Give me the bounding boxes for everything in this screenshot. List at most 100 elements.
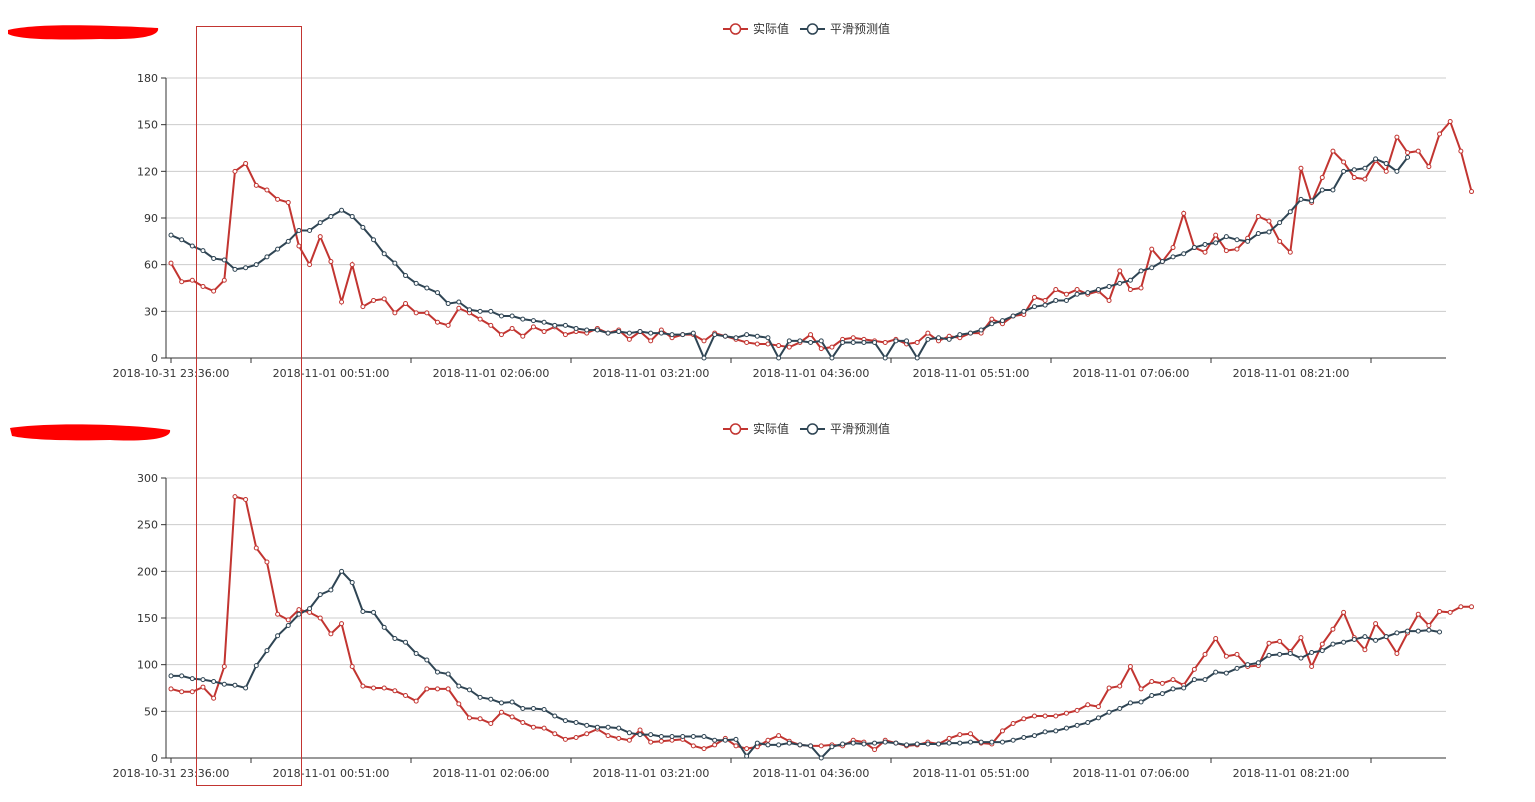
data-point — [509, 313, 515, 319]
data-point — [307, 606, 313, 612]
data-point — [1127, 277, 1133, 283]
data-point — [211, 678, 217, 684]
data-point — [1117, 683, 1123, 689]
data-point — [371, 609, 377, 615]
chart-top: 0 30 60 90 120 150 180 2018-10-31 23:36:00 2018-… — [113, 21, 1475, 380]
x-tick-label: 2018-11-01 03:21:00 — [593, 767, 710, 780]
data-point — [552, 322, 558, 328]
legend-label: 实际值 — [753, 21, 789, 36]
data-point — [349, 262, 355, 268]
data-point — [882, 739, 888, 745]
data-point — [317, 592, 323, 598]
data-point — [1287, 209, 1293, 215]
data-point — [562, 332, 568, 338]
data-point — [285, 238, 291, 244]
data-point — [1287, 650, 1293, 656]
data-point — [200, 248, 206, 254]
data-point — [509, 714, 515, 720]
data-point — [1415, 148, 1421, 154]
data-point — [435, 290, 440, 296]
data-point — [786, 338, 792, 344]
redaction-mark-top — [8, 25, 159, 40]
data-point — [872, 339, 878, 345]
data-point — [562, 718, 568, 724]
y-tick-label: 120 — [137, 165, 158, 178]
highlight-box — [196, 26, 302, 786]
data-point — [498, 332, 504, 338]
data-point — [1223, 248, 1229, 254]
data-point — [1351, 167, 1357, 173]
data-point — [232, 168, 238, 174]
data-point — [605, 724, 611, 730]
data-point — [1031, 713, 1037, 719]
data-point — [1213, 232, 1219, 238]
data-point — [722, 737, 728, 743]
data-point — [445, 322, 451, 328]
x-tick-label: 2018-11-01 03:21:00 — [593, 367, 710, 380]
data-point — [1383, 168, 1389, 174]
data-point — [1319, 175, 1325, 181]
data-point — [1234, 665, 1240, 671]
data-point — [1021, 734, 1027, 740]
y-tick-label: 180 — [137, 72, 158, 85]
data-point — [371, 685, 377, 691]
data-point — [776, 733, 782, 739]
data-point — [1095, 715, 1101, 721]
data-point — [669, 332, 675, 338]
data-point — [914, 355, 920, 361]
data-point — [605, 330, 611, 336]
legend-item-0[interactable]: 实际值 — [723, 421, 789, 436]
data-point — [498, 700, 504, 706]
data-point — [1127, 287, 1133, 293]
data-point — [626, 330, 632, 336]
data-point — [1415, 611, 1421, 617]
data-point — [456, 683, 462, 689]
data-point — [584, 722, 590, 728]
x-tick-label: 2018-11-01 00:51:00 — [273, 767, 390, 780]
data-point — [381, 296, 387, 302]
data-point — [1202, 249, 1208, 255]
data-point — [968, 739, 973, 745]
data-point — [936, 335, 942, 341]
x-tick-label: 2018-10-31 23:36:00 — [113, 367, 230, 380]
data-point — [1095, 287, 1101, 293]
data-point — [1469, 189, 1475, 195]
data-point — [1053, 713, 1059, 719]
data-point — [712, 742, 718, 748]
data-point — [381, 251, 387, 257]
data-point — [946, 735, 952, 741]
data-point — [754, 740, 760, 746]
data-point — [829, 744, 835, 750]
data-point — [392, 688, 398, 694]
data-point — [616, 735, 622, 741]
data-point — [872, 747, 878, 753]
data-point — [349, 213, 355, 219]
data-point — [371, 237, 377, 243]
data-point — [168, 673, 174, 679]
data-point — [861, 741, 867, 747]
data-point — [776, 343, 782, 349]
data-point — [776, 355, 782, 361]
data-point — [1202, 651, 1208, 657]
data-point — [1149, 265, 1155, 271]
data-point — [435, 669, 440, 675]
data-point — [1266, 229, 1272, 235]
data-point — [637, 329, 643, 335]
data-point — [573, 720, 579, 726]
data-point — [605, 733, 611, 739]
y-tick-label: 90 — [144, 212, 158, 225]
data-point — [168, 260, 174, 266]
legend-item-0[interactable]: 实际值 — [723, 21, 789, 36]
legend-item-1[interactable]: 平滑预测值 — [800, 21, 890, 36]
data-point — [733, 335, 739, 341]
data-point — [466, 307, 472, 313]
legend-item-1[interactable]: 平滑预测值 — [800, 421, 890, 436]
data-point — [1021, 716, 1027, 722]
data-point — [1031, 294, 1037, 300]
data-point — [1181, 210, 1187, 216]
data-point — [999, 739, 1005, 745]
data-point — [658, 734, 664, 740]
data-point — [1159, 680, 1165, 686]
data-point — [435, 319, 440, 325]
data-point — [530, 318, 536, 324]
